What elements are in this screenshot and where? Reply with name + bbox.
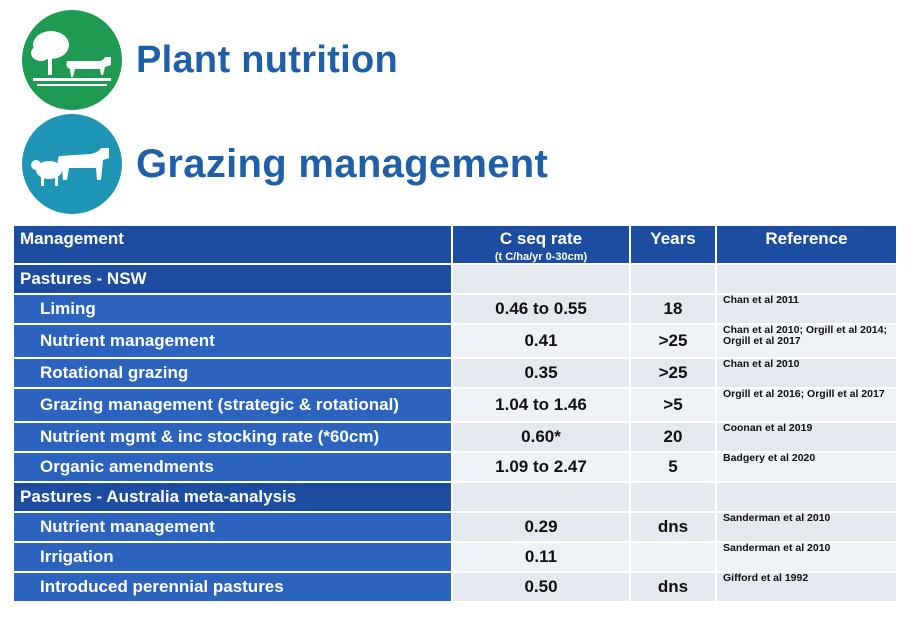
reference-cell: Badgery et al 2020 (715, 451, 898, 483)
page-title-plant-nutrition: Plant nutrition (136, 38, 399, 81)
table-row: Irrigation 0.11 Sanderman et al 2010 (12, 541, 898, 573)
reference-cell: Sanderman et al 2010 (715, 511, 898, 543)
table-row: Organic amendments 1.09 to 2.47 5 Badger… (12, 451, 898, 483)
management-label: Rotational grazing (40, 363, 189, 382)
management-label: Liming (40, 299, 96, 318)
reference-cell: Chan et al 2010 (715, 357, 898, 389)
years-cell: 18 (629, 293, 717, 325)
column-header-years: Years (629, 224, 717, 265)
reference-cell: Chan et al 2011 (715, 293, 898, 325)
rate-cell: 0.29 (451, 511, 631, 543)
carbon-sequestration-table: Management C seq rate (t C/ha/yr 0-30cm)… (12, 224, 898, 603)
group-row: Pastures - Australia meta-analysis (12, 481, 898, 513)
table-row: Nutrient management 0.29 dns Sanderman e… (12, 511, 898, 543)
rate-cell: 0.60* (451, 421, 631, 453)
blank-cell (715, 481, 898, 513)
rate-cell: 1.04 to 1.46 (451, 387, 631, 423)
table-row: Liming 0.46 to 0.55 18 Chan et al 2011 (12, 293, 898, 325)
years-cell: dns (629, 571, 717, 603)
management-cell: Rotational grazing (12, 357, 453, 389)
page-title-grazing-management: Grazing management (136, 141, 549, 186)
blank-cell (451, 481, 631, 513)
grazing-management-header: Grazing management (22, 114, 548, 214)
blank-cell (715, 263, 898, 295)
management-cell: Nutrient mgmt & inc stocking rate (*60cm… (12, 421, 453, 453)
years-cell: >25 (629, 323, 717, 359)
tree-and-cow-icon (22, 10, 122, 110)
group-label: Pastures - NSW (12, 263, 453, 295)
management-cell: Organic amendments (12, 451, 453, 483)
rate-cell: 1.09 to 2.47 (451, 451, 631, 483)
blank-cell (629, 263, 717, 295)
rate-cell: 0.41 (451, 323, 631, 359)
rate-cell: 0.35 (451, 357, 631, 389)
management-label: Nutrient management (40, 331, 215, 350)
management-label: Irrigation (40, 547, 114, 566)
group-label: Pastures - Australia meta-analysis (12, 481, 453, 513)
reference-cell: Sanderman et al 2010 (715, 541, 898, 573)
reference-cell: Chan et al 2010; Orgill et al 2014; Orgi… (715, 323, 898, 359)
rate-header-unit: (t C/ha/yr 0-30cm) (494, 251, 588, 263)
sheep-and-cow-icon (22, 114, 122, 214)
years-cell: 20 (629, 421, 717, 453)
management-cell: Grazing management (strategic & rotation… (12, 387, 453, 423)
rate-cell: 0.50 (451, 571, 631, 603)
column-header-reference: Reference (715, 224, 898, 265)
management-label: Organic amendments (40, 457, 214, 476)
sheep-and-cow-glyph (31, 148, 109, 186)
management-cell: Liming (12, 293, 453, 325)
group-row: Pastures - NSW (12, 263, 898, 295)
management-cell: Nutrient management (12, 511, 453, 543)
management-label: Nutrient management (40, 517, 215, 536)
management-cell: Nutrient management (12, 323, 453, 359)
management-label: Grazing management (strategic & rotation… (40, 395, 399, 414)
blank-cell (629, 481, 717, 513)
plant-nutrition-header: Plant nutrition (22, 10, 398, 110)
table-row: Rotational grazing 0.35 >25 Chan et al 2… (12, 357, 898, 389)
years-cell: dns (629, 511, 717, 543)
table-header-row: Management C seq rate (t C/ha/yr 0-30cm)… (12, 224, 898, 265)
column-header-management: Management (12, 224, 453, 265)
tree-and-cow-glyph (31, 31, 111, 86)
table-row: Nutrient management 0.41 >25 Chan et al … (12, 323, 898, 359)
rate-cell: 0.11 (451, 541, 631, 573)
reference-cell: Gifford et al 1992 (715, 571, 898, 603)
years-cell: >25 (629, 357, 717, 389)
management-cell: Irrigation (12, 541, 453, 573)
years-cell: 5 (629, 451, 717, 483)
years-cell (629, 541, 717, 573)
blank-cell (451, 263, 631, 295)
management-label: Introduced perennial pastures (40, 577, 284, 596)
table-row: Introduced perennial pastures 0.50 dns G… (12, 571, 898, 603)
rate-cell: 0.46 to 0.55 (451, 293, 631, 325)
column-header-rate: C seq rate (t C/ha/yr 0-30cm) (451, 224, 631, 265)
management-label: Nutrient mgmt & inc stocking rate (*60cm… (40, 427, 380, 446)
reference-cell: Orgill et al 2016; Orgill et al 2017 (715, 387, 898, 423)
rate-header-label: C seq rate (499, 229, 583, 248)
table-row: Grazing management (strategic & rotation… (12, 387, 898, 423)
management-cell: Introduced perennial pastures (12, 571, 453, 603)
years-cell: >5 (629, 387, 717, 423)
table-row: Nutrient mgmt & inc stocking rate (*60cm… (12, 421, 898, 453)
reference-cell: Coonan et al 2019 (715, 421, 898, 453)
